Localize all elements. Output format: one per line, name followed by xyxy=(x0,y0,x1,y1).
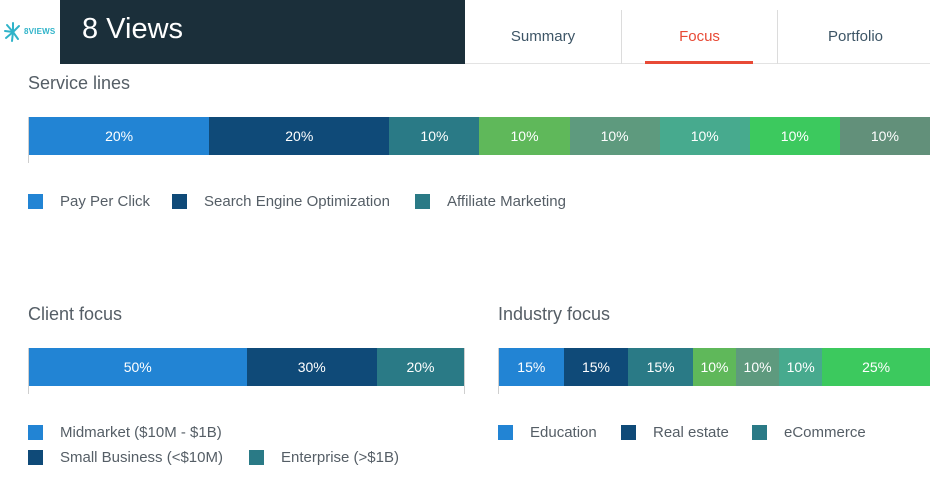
legend-swatch xyxy=(28,194,43,209)
legend-item-real-estate: Real estate xyxy=(621,424,729,441)
bar-segment: 20% xyxy=(377,348,464,386)
legend-item-ecommerce: eCommerce xyxy=(752,424,866,441)
legend-item-enterprise: Enterprise (>$1B) xyxy=(249,449,399,466)
bar-segment: 10% xyxy=(659,117,750,155)
legend-label: Affiliate Marketing xyxy=(447,193,566,210)
bar-axis-tick xyxy=(464,386,465,394)
active-tab-indicator xyxy=(645,61,753,64)
bar-segment: 10% xyxy=(479,117,570,155)
header: 8VIEWS 8 Views Summary Focus Portfolio xyxy=(0,0,930,64)
service-lines-title: Service lines xyxy=(28,73,131,93)
bar-segment: 10% xyxy=(569,117,660,155)
legend-item-small-business: Small Business (<$10M) xyxy=(28,449,223,466)
legend-item-seo: Search Engine Optimization xyxy=(172,193,390,210)
tab-summary[interactable]: Summary xyxy=(510,28,576,45)
client-focus-title: Client focus xyxy=(28,304,123,324)
legend-label: eCommerce xyxy=(784,424,866,441)
bar-segment: 15% xyxy=(499,348,564,386)
legend-label: Search Engine Optimization xyxy=(204,193,390,210)
legend-label: Small Business (<$10M) xyxy=(60,449,223,466)
legend-item-education: Education xyxy=(498,424,597,441)
bar-segment: 20% xyxy=(29,117,210,155)
legend-item-affiliate-marketing: Affiliate Marketing xyxy=(415,193,566,210)
tab-portfolio[interactable]: Portfolio xyxy=(777,10,930,64)
legend-label: Midmarket ($10M - $1B) xyxy=(60,424,222,441)
legend-swatch xyxy=(249,450,264,465)
bar-segment: 10% xyxy=(736,348,780,386)
industry-focus-bar: 15% 15% 15% 10% 10% 10% 25% xyxy=(498,348,930,386)
legend-swatch xyxy=(172,194,187,209)
legend-item-pay-per-click: Pay Per Click xyxy=(28,193,150,210)
bar-segment: 10% xyxy=(389,117,480,155)
bar-axis-tick xyxy=(498,386,499,394)
legend-label: Enterprise (>$1B) xyxy=(281,449,399,466)
legend-swatch xyxy=(415,194,430,209)
tab-bar: Summary Focus Portfolio xyxy=(465,0,930,64)
bar-segment: 10% xyxy=(779,348,823,386)
bar-segment: 25% xyxy=(822,348,930,386)
industry-focus-title: Industry focus xyxy=(498,304,611,324)
bar-segment: 30% xyxy=(246,348,377,386)
bar-segment: 20% xyxy=(209,117,390,155)
bar-segment: 10% xyxy=(749,117,840,155)
brand-panel: 8VIEWS 8 Views xyxy=(0,0,465,64)
legend-swatch xyxy=(752,425,767,440)
bar-segment: 10% xyxy=(692,348,737,386)
legend-label: Pay Per Click xyxy=(60,193,151,210)
bar-segment: 50% xyxy=(29,348,247,386)
company-name: 8 Views xyxy=(82,13,184,45)
tab-focus[interactable]: Focus xyxy=(621,10,777,64)
client-focus-bar: 50% 30% 20% xyxy=(28,348,465,386)
legend-item-midmarket: Midmarket ($10M - $1B) xyxy=(28,424,222,441)
bar-axis-tick xyxy=(28,386,29,394)
logo-burst-icon xyxy=(4,22,20,42)
logo[interactable]: 8VIEWS xyxy=(0,0,60,64)
bar-segment: 10% xyxy=(839,117,930,155)
legend-label: Real estate xyxy=(653,424,729,441)
legend-swatch xyxy=(621,425,636,440)
logo-text: 8VIEWS xyxy=(24,27,56,36)
service-lines-bar: 20% 20% 10% 10% 10% 10% 10% 10% xyxy=(28,117,930,155)
legend-label: Education xyxy=(530,424,597,441)
legend-swatch xyxy=(28,450,43,465)
bar-segment: 15% xyxy=(628,348,693,386)
bar-axis-tick xyxy=(28,155,29,163)
bar-segment: 15% xyxy=(563,348,629,386)
legend-swatch xyxy=(28,425,43,440)
legend-swatch xyxy=(498,425,513,440)
